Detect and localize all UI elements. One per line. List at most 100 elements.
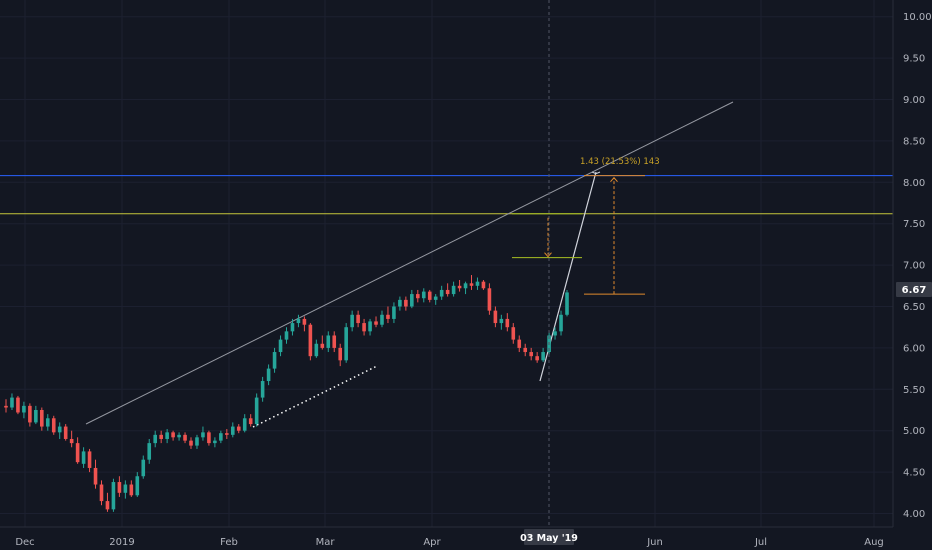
- candle-body: [171, 432, 175, 438]
- candle-body: [374, 321, 378, 325]
- price-tick-label: 8.50: [903, 136, 925, 147]
- candle-body: [189, 440, 193, 446]
- time-tick-label: Aug: [864, 537, 884, 548]
- price-tick-label: 7.00: [903, 261, 925, 272]
- time-axis[interactable]: Dec 2019 Feb Mar Apr Jun Jul Aug: [15, 537, 883, 548]
- candle-body: [541, 352, 545, 361]
- candle-body: [535, 356, 539, 361]
- candle-body: [183, 434, 187, 441]
- candle-body: [28, 405, 32, 423]
- price-axis[interactable]: 4.00 4.50 5.00 5.50 6.00 6.50 7.00 7.50 8.00 8.50…: [903, 12, 932, 520]
- candle-body: [195, 437, 199, 446]
- candle-body: [213, 440, 217, 444]
- candle-body: [105, 501, 110, 510]
- candle-body: [451, 285, 456, 295]
- candle-body: [338, 347, 343, 361]
- candle-body: [350, 314, 354, 328]
- ray-arrow-head: [591, 171, 601, 175]
- candle-body: [4, 405, 8, 408]
- candle-body: [529, 352, 533, 357]
- candle-body: [219, 433, 223, 441]
- measurement-label: 1.43 (21.53%) 143: [580, 157, 660, 167]
- price-tick-label: 7.50: [903, 219, 925, 230]
- candle-body: [559, 314, 563, 332]
- candle-body: [87, 451, 92, 468]
- candle-body: [475, 281, 480, 286]
- candle-body: [93, 467, 98, 485]
- price-tick-label: 10.00: [903, 12, 932, 23]
- dotted-trendline[interactable]: [252, 365, 378, 428]
- candle-body: [207, 432, 211, 444]
- candle-body: [22, 405, 26, 413]
- candle-body: [415, 294, 420, 299]
- price-tick-label: 9.50: [903, 54, 925, 65]
- candle-body: [523, 347, 528, 353]
- candle-body: [505, 318, 510, 328]
- candle-body: [10, 397, 14, 408]
- price-tick-label: 4.50: [903, 468, 925, 479]
- candle-body: [123, 484, 128, 493]
- candle-body: [45, 418, 50, 427]
- arrow-head-down: [544, 252, 552, 258]
- trendline[interactable]: [85, 101, 734, 425]
- candle-body: [421, 291, 426, 299]
- candle-body: [362, 323, 366, 332]
- candle-body: [57, 426, 62, 433]
- candle-body: [284, 331, 289, 340]
- candle-body: [69, 438, 74, 444]
- horizontal-lines[interactable]: [0, 175, 893, 215]
- candle-body: [278, 339, 283, 353]
- time-tick-label: Jul: [754, 537, 767, 548]
- candle-body: [511, 327, 516, 340]
- candle-body: [147, 443, 152, 460]
- candle-body: [159, 434, 163, 439]
- candle-body: [117, 482, 122, 493]
- time-tick-label: Feb: [220, 537, 238, 548]
- candle-body: [75, 443, 80, 463]
- grid: [0, 0, 893, 527]
- time-tick-label: Dec: [15, 537, 34, 548]
- candle-body: [254, 397, 259, 425]
- price-tick-label: 8.00: [903, 178, 925, 189]
- candle-body: [427, 291, 432, 300]
- candle-body: [266, 368, 271, 382]
- candle-body: [445, 289, 450, 295]
- candles: [4, 275, 569, 512]
- candle-body: [380, 314, 384, 325]
- candle-body: [433, 296, 438, 300]
- candle-body: [16, 397, 20, 413]
- candle-body: [225, 433, 229, 435]
- candle-body: [34, 410, 38, 423]
- candle-body: [153, 434, 158, 444]
- candle-body: [410, 294, 414, 307]
- candle-body: [326, 335, 331, 348]
- candle-body: [386, 314, 390, 319]
- candle-body: [320, 343, 325, 348]
- candle-body: [63, 426, 68, 439]
- crosshair-date-tag: [524, 529, 574, 545]
- last-price-label: 6.67: [902, 285, 927, 296]
- candle-body: [392, 306, 396, 319]
- candle-body: [565, 292, 569, 315]
- candle-body: [272, 352, 277, 369]
- candle-body: [302, 318, 307, 325]
- candle-body: [487, 288, 492, 311]
- candle-body: [111, 482, 116, 510]
- price-tick-label: 6.50: [903, 302, 925, 313]
- candle-body: [457, 285, 462, 289]
- candle-body: [517, 339, 522, 348]
- time-tick-label: 2019: [109, 537, 134, 548]
- candle-body: [469, 283, 474, 286]
- candle-body: [404, 299, 408, 307]
- candle-body: [314, 343, 319, 357]
- candle-body: [308, 324, 313, 357]
- candle-body: [177, 434, 181, 438]
- arrow-head-up: [610, 176, 618, 183]
- candle-body: [165, 432, 169, 439]
- candle-body: [141, 459, 146, 477]
- candle-body: [481, 281, 486, 289]
- candle-body: [296, 318, 301, 324]
- candle-body: [499, 318, 504, 324]
